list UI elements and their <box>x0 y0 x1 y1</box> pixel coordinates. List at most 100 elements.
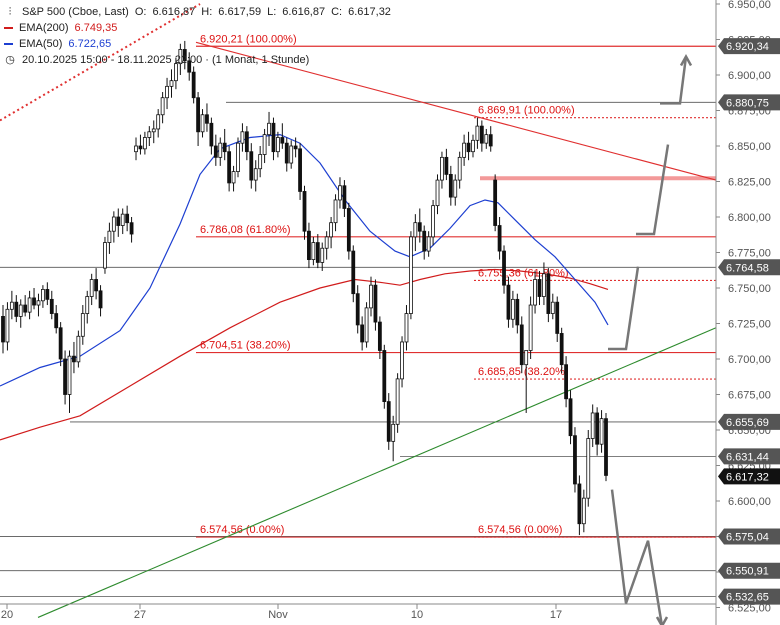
y-tick-label: 6.750,00 <box>728 283 771 295</box>
candle-body <box>493 179 498 226</box>
candle-body <box>125 213 130 224</box>
resistance-zone <box>480 176 716 181</box>
candle-body <box>182 49 187 62</box>
candle <box>125 205 130 232</box>
candle-body <box>524 350 529 366</box>
candle <box>67 350 72 413</box>
high-value: 6.617,59 <box>218 6 262 18</box>
y-tick-label: 6.725,00 <box>728 319 771 331</box>
candle-body <box>156 114 161 130</box>
candle-body <box>364 307 369 343</box>
candle <box>280 123 285 149</box>
price-tag-label: 6.550,91 <box>726 566 769 578</box>
candle <box>466 131 471 161</box>
candle <box>151 120 156 144</box>
price-tag-label: 6.532,65 <box>726 592 769 604</box>
candle-body <box>409 236 413 314</box>
candle <box>342 180 347 217</box>
candle <box>191 66 196 104</box>
ema200-label: EMA(200) <box>19 22 69 34</box>
trendline <box>37 327 717 618</box>
candle-body <box>169 80 174 87</box>
moving-averages <box>0 133 609 441</box>
candle <box>391 415 396 462</box>
candle-body <box>111 216 116 232</box>
candle-body <box>240 131 245 144</box>
candle <box>519 316 524 374</box>
fib-label: 6.869,91 (100.00%) <box>478 105 575 117</box>
candle-body <box>49 298 54 314</box>
candle <box>262 128 267 164</box>
candle-body <box>404 313 409 343</box>
projection-arrows <box>608 53 693 625</box>
candlestick-chart-icon: ⫶ <box>8 6 12 18</box>
ema50-line <box>0 133 609 387</box>
candle-body <box>218 142 223 158</box>
candle <box>577 475 582 536</box>
candle-body <box>497 225 502 252</box>
price-tag-label: 6.575,04 <box>726 531 769 543</box>
price-tag-bg <box>718 588 780 605</box>
candle-body <box>550 301 555 314</box>
candle-body <box>209 122 214 147</box>
candle-body <box>80 313 85 337</box>
candle-body <box>129 222 134 235</box>
candle <box>515 293 520 334</box>
trendline <box>0 3 201 122</box>
candle-body <box>488 134 493 147</box>
candle <box>76 330 81 368</box>
candle-body <box>324 236 329 249</box>
period-text: 20.10.2025 15:00 - 18.11.2025 22:00 · (1… <box>22 54 310 66</box>
trendline <box>195 41 717 181</box>
candle <box>134 137 138 161</box>
candle-body <box>342 185 347 209</box>
candlesticks <box>1 40 608 536</box>
candle <box>249 143 254 189</box>
trendlines <box>0 3 717 618</box>
candle <box>32 288 36 310</box>
fib-label: 6.920,21 (100.00%) <box>200 33 297 45</box>
candle <box>475 117 480 149</box>
y-tick-label: 6.825,00 <box>728 177 771 189</box>
candle-body <box>377 321 382 351</box>
candle <box>440 151 444 189</box>
candle <box>142 131 147 155</box>
candle <box>413 214 418 252</box>
candle <box>41 285 45 308</box>
price-tag-label: 6.617,32 <box>726 471 769 483</box>
last-price-tag: 6.617,32 <box>718 468 780 485</box>
ema200-value: 6.749,35 <box>74 22 118 34</box>
projection-up-arrow-1 <box>660 56 688 105</box>
candle <box>258 146 263 178</box>
candle-body <box>94 279 99 292</box>
candle-body <box>333 199 338 224</box>
candle-body <box>23 304 28 313</box>
candle <box>45 282 50 306</box>
candle-body <box>599 418 604 445</box>
candle <box>240 123 245 152</box>
candle-body <box>448 173 453 198</box>
candle-body <box>174 63 178 82</box>
candle <box>599 410 604 453</box>
candle-body <box>519 324 524 366</box>
candle <box>417 208 422 243</box>
arrowhead-icon <box>655 616 669 625</box>
candle-body <box>537 279 542 297</box>
candle <box>94 268 99 300</box>
candle-body <box>351 250 356 295</box>
candle <box>103 236 107 274</box>
candle-body <box>200 114 205 133</box>
candle-body <box>515 298 520 326</box>
candle-body <box>581 497 586 525</box>
candle-body <box>510 298 515 320</box>
candle <box>329 217 334 249</box>
candle <box>244 126 249 161</box>
candle <box>462 134 467 166</box>
candle-body <box>213 145 218 158</box>
candle <box>546 268 551 323</box>
candle-body <box>267 122 271 136</box>
candle-body <box>426 236 431 252</box>
legend-period-row: ◷ 20.10.2025 15:00 - 18.11.2025 22:00 · … <box>4 52 391 68</box>
candle <box>160 92 165 124</box>
